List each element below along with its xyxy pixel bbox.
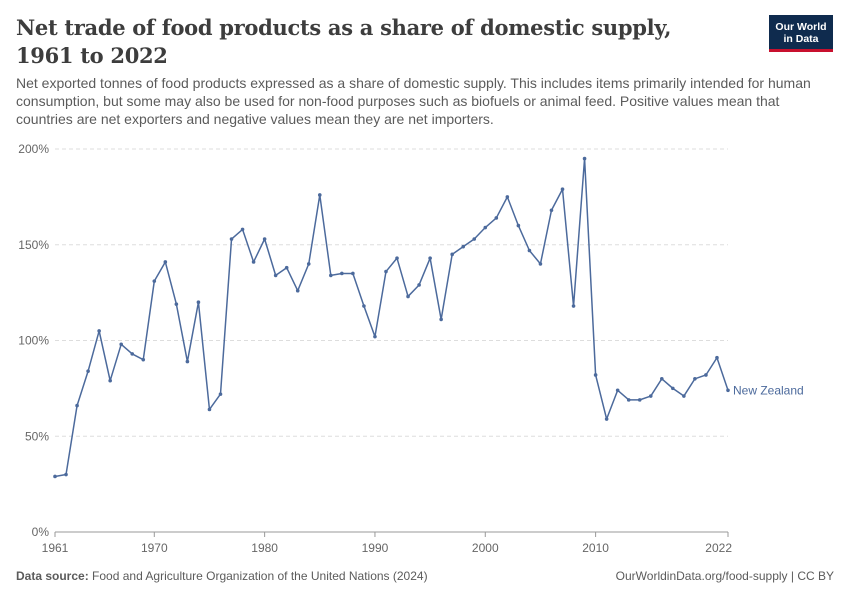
data-point bbox=[604, 417, 609, 421]
data-point bbox=[538, 262, 543, 266]
y-tick-label: 0% bbox=[32, 525, 50, 539]
x-tick-label: 2010 bbox=[582, 541, 609, 555]
x-tick-label: 2022 bbox=[705, 541, 732, 555]
x-tick-label: 1970 bbox=[141, 541, 168, 555]
data-point bbox=[329, 273, 333, 278]
data-point bbox=[615, 388, 620, 393]
data-point bbox=[317, 193, 322, 197]
chart-title: Net trade of food products as a share of… bbox=[16, 15, 672, 68]
data-point bbox=[571, 304, 576, 308]
data-point bbox=[64, 472, 68, 477]
x-tick-label: 1990 bbox=[362, 541, 389, 555]
data-point bbox=[141, 357, 146, 362]
data-point bbox=[395, 256, 399, 260]
data-point bbox=[207, 407, 212, 412]
data-point bbox=[693, 377, 697, 381]
chart-subtitle: Net exported tonnes of food products exp… bbox=[16, 75, 811, 127]
logo-line-1: Our World bbox=[775, 21, 827, 33]
data-point bbox=[726, 388, 730, 393]
x-tick-label: 2000 bbox=[472, 541, 499, 555]
data-point bbox=[417, 283, 421, 287]
data-point bbox=[505, 195, 510, 199]
y-tick-label: 100% bbox=[18, 334, 49, 348]
data-point bbox=[251, 260, 256, 264]
data-point bbox=[516, 223, 521, 228]
data-point bbox=[53, 474, 57, 479]
data-point bbox=[715, 355, 719, 360]
data-point bbox=[660, 377, 664, 381]
data-point bbox=[130, 352, 135, 356]
data-point bbox=[174, 302, 179, 306]
series-layer: New Zealand bbox=[53, 156, 804, 479]
data-point bbox=[560, 187, 565, 192]
data-point bbox=[384, 269, 388, 274]
logo-line-2: in Data bbox=[783, 33, 819, 45]
data-point bbox=[240, 227, 245, 232]
data-point bbox=[648, 394, 653, 398]
data-point bbox=[295, 288, 300, 293]
data-point bbox=[671, 386, 675, 391]
data-point bbox=[229, 237, 234, 241]
data-point bbox=[97, 329, 101, 333]
data-point bbox=[351, 271, 355, 276]
data-point bbox=[196, 300, 201, 305]
data-point bbox=[494, 216, 499, 220]
data-point bbox=[119, 342, 123, 347]
data-point bbox=[75, 403, 79, 408]
data-point bbox=[682, 394, 686, 398]
data-point bbox=[439, 317, 443, 322]
grid-layer bbox=[55, 148, 728, 437]
x-tick-label: 1961 bbox=[42, 541, 69, 555]
data-point bbox=[373, 334, 377, 339]
data-point bbox=[704, 373, 708, 377]
y-tick-label: 150% bbox=[18, 238, 49, 252]
data-point bbox=[428, 256, 432, 260]
data-point bbox=[108, 378, 112, 383]
data-point bbox=[483, 225, 488, 230]
axis-layer: 0% 50% 100% 150% 200% 1961 1970 1980 1990 2000 201… bbox=[18, 142, 732, 555]
data-source: Data source: Food and Agriculture Organi… bbox=[16, 569, 428, 583]
data-source-text: Food and Agriculture Organization of the… bbox=[92, 569, 428, 583]
data-point bbox=[86, 369, 90, 373]
data-point bbox=[262, 237, 267, 241]
data-point bbox=[637, 398, 642, 402]
data-point bbox=[461, 244, 466, 249]
x-tick-label: 1980 bbox=[251, 541, 278, 555]
data-point bbox=[284, 265, 289, 270]
data-source-label: Data source: bbox=[16, 569, 89, 583]
data-point bbox=[549, 208, 554, 213]
data-point bbox=[406, 294, 410, 299]
data-point bbox=[472, 237, 477, 241]
data-point bbox=[362, 304, 366, 308]
series-line bbox=[54, 157, 729, 478]
data-point bbox=[163, 260, 168, 264]
data-point bbox=[527, 248, 532, 253]
data-point bbox=[582, 156, 587, 161]
source-url-link[interactable]: OurWorldinData.org/food-supply | CC BY bbox=[615, 569, 834, 583]
series-label-new-zealand: New Zealand bbox=[733, 383, 804, 397]
data-point bbox=[306, 262, 311, 266]
data-point bbox=[340, 271, 344, 276]
data-point bbox=[626, 398, 631, 402]
data-point bbox=[185, 359, 190, 364]
y-tick-label: 200% bbox=[18, 142, 49, 156]
data-point bbox=[273, 273, 278, 278]
data-point bbox=[593, 373, 598, 377]
owid-logo[interactable]: Our World in Data bbox=[769, 15, 833, 52]
data-point bbox=[218, 392, 223, 396]
y-tick-label: 50% bbox=[25, 429, 49, 443]
data-point bbox=[152, 279, 157, 283]
data-point bbox=[450, 252, 454, 257]
